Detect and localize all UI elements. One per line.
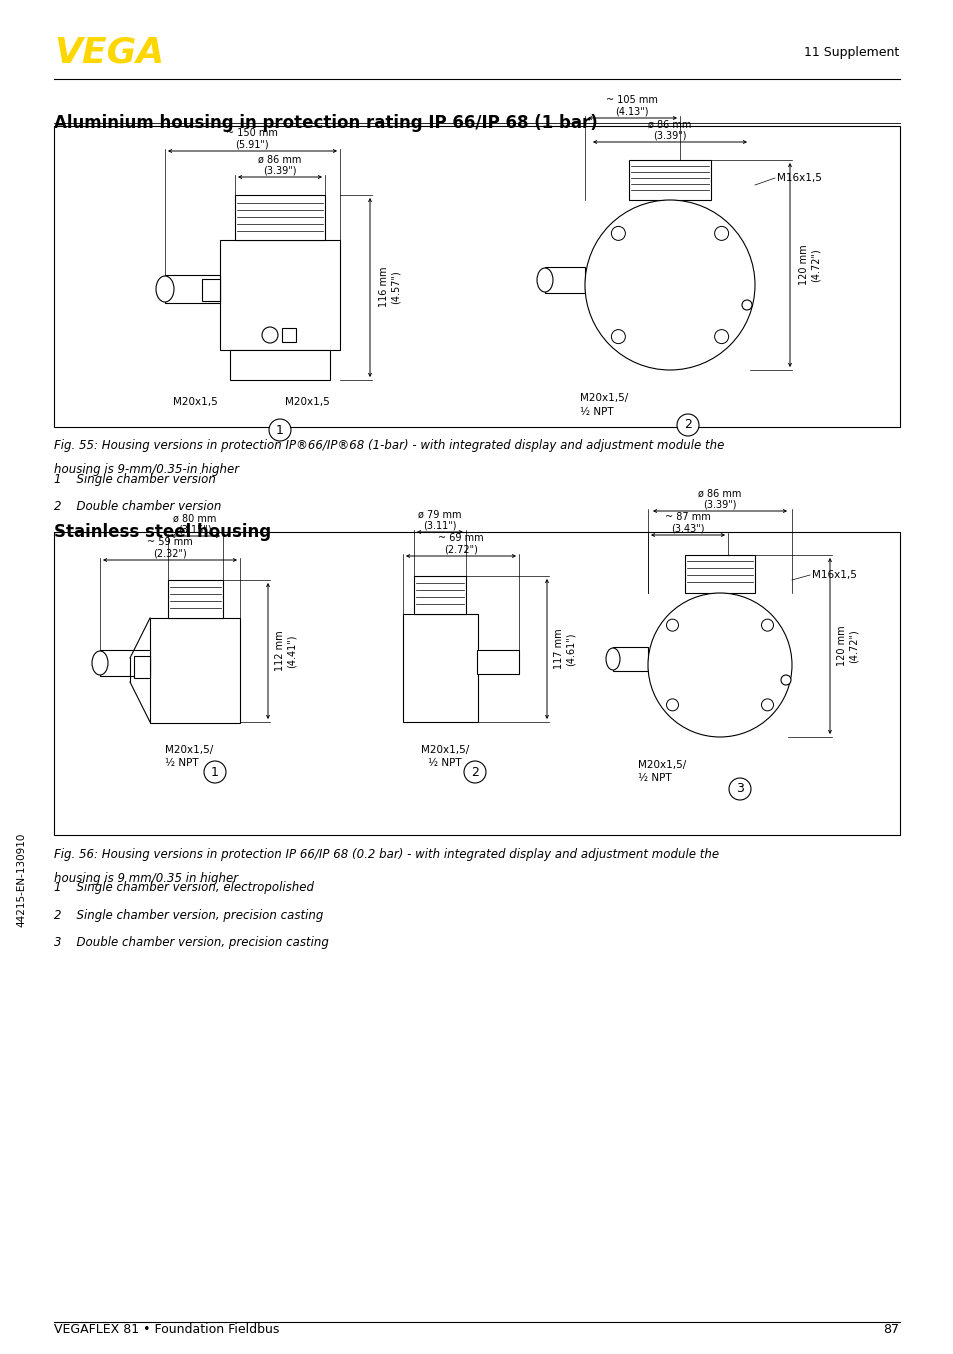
Circle shape — [611, 329, 625, 344]
Text: 44215-EN-130910: 44215-EN-130910 — [16, 833, 26, 927]
Circle shape — [584, 200, 754, 370]
Text: M20x1,5: M20x1,5 — [285, 397, 330, 408]
Circle shape — [463, 761, 485, 783]
Text: 1    Single chamber version, electropolished: 1 Single chamber version, electropolishe… — [54, 881, 314, 895]
Circle shape — [666, 699, 678, 711]
Bar — [165, 275, 220, 303]
Text: 3    Double chamber version, precision casting: 3 Double chamber version, precision cast… — [54, 936, 329, 949]
Text: Aluminium housing in protection rating IP 66/IP 68 (1 bar): Aluminium housing in protection rating I… — [54, 114, 598, 131]
Circle shape — [760, 699, 773, 711]
Text: 117 mm
(4.61"): 117 mm (4.61") — [554, 628, 576, 669]
Ellipse shape — [91, 651, 108, 676]
Text: Fig. 56: Housing versions in protection IP 66/IP 68 (0.2 bar) - with integrated : Fig. 56: Housing versions in protection … — [54, 848, 719, 861]
Text: VEGA: VEGA — [54, 35, 165, 69]
Bar — [230, 349, 330, 380]
Text: ~ 87 mm
(3.43"): ~ 87 mm (3.43") — [664, 512, 710, 533]
Text: VEGAFLEX 81 • Foundation Fieldbus: VEGAFLEX 81 • Foundation Fieldbus — [54, 1323, 279, 1336]
Text: 11 Supplement: 11 Supplement — [803, 46, 899, 60]
Bar — [613, 647, 647, 672]
Circle shape — [714, 329, 728, 344]
Text: ø 86 mm
(3.39"): ø 86 mm (3.39") — [698, 489, 740, 510]
Circle shape — [677, 414, 699, 436]
Ellipse shape — [537, 268, 553, 292]
Bar — [54, 532, 899, 835]
Text: 1: 1 — [275, 424, 284, 436]
Text: 116 mm
(4.57"): 116 mm (4.57") — [378, 267, 400, 307]
Circle shape — [611, 226, 625, 241]
Text: ½ NPT: ½ NPT — [165, 758, 198, 768]
Text: 1    Single chamber version: 1 Single chamber version — [54, 473, 216, 486]
Text: 2: 2 — [471, 765, 478, 779]
Text: 1: 1 — [211, 765, 218, 779]
Bar — [150, 617, 240, 723]
Circle shape — [647, 593, 791, 737]
Ellipse shape — [605, 649, 619, 670]
Text: M20x1,5/: M20x1,5/ — [638, 760, 685, 770]
Text: ø 79 mm
(3.11"): ø 79 mm (3.11") — [417, 509, 461, 531]
Text: ~ 69 mm
(2.72"): ~ 69 mm (2.72") — [437, 533, 483, 555]
Text: Fig. 55: Housing versions in protection IP®66/IP®68 (1­bar) - with integrated di: Fig. 55: Housing versions in protection … — [54, 439, 724, 452]
Bar — [414, 575, 465, 613]
Text: ~ 150 mm
(5.91"): ~ 150 mm (5.91") — [226, 129, 277, 150]
Text: ø 80 mm
(3.15"): ø 80 mm (3.15") — [173, 513, 216, 535]
Circle shape — [781, 676, 790, 685]
Text: 2: 2 — [683, 418, 691, 432]
Text: ½ NPT: ½ NPT — [428, 758, 461, 768]
Bar — [684, 555, 754, 593]
Circle shape — [666, 619, 678, 631]
Text: 120 mm
(4.72"): 120 mm (4.72") — [799, 245, 820, 286]
Text: 2    Single chamber version, precision casting: 2 Single chamber version, precision cast… — [54, 909, 323, 922]
Bar — [220, 240, 339, 349]
Text: 3: 3 — [736, 783, 743, 796]
Text: ~ 105 mm
(4.13"): ~ 105 mm (4.13") — [605, 95, 658, 116]
Text: ½ NPT: ½ NPT — [579, 408, 613, 417]
Circle shape — [269, 418, 291, 441]
Text: 2    Double chamber version: 2 Double chamber version — [54, 500, 221, 513]
Text: 112 mm
(4.41"): 112 mm (4.41") — [274, 631, 296, 672]
Bar — [544, 267, 584, 292]
Text: M20x1,5/: M20x1,5/ — [579, 393, 628, 403]
Circle shape — [204, 761, 226, 783]
Bar — [234, 195, 325, 240]
Bar — [168, 580, 223, 617]
Text: M20x1,5/: M20x1,5/ — [420, 745, 469, 756]
Text: Stainless steel housing: Stainless steel housing — [54, 523, 272, 540]
Bar — [133, 655, 150, 678]
Ellipse shape — [156, 276, 173, 302]
Text: housing is 9­mm/0.35­in higher: housing is 9­mm/0.35­in higher — [54, 463, 239, 477]
Text: ø 86 mm
(3.39"): ø 86 mm (3.39") — [648, 119, 691, 141]
Text: ½ NPT: ½ NPT — [638, 773, 671, 783]
Text: M16x1,5: M16x1,5 — [811, 570, 856, 580]
Text: 87: 87 — [882, 1323, 899, 1336]
Circle shape — [714, 226, 728, 241]
Text: ø 86 mm
(3.39"): ø 86 mm (3.39") — [258, 154, 301, 176]
Text: housing is 9 mm/0.35 in higher: housing is 9 mm/0.35 in higher — [54, 872, 238, 886]
Bar — [282, 328, 295, 343]
Text: M16x1,5: M16x1,5 — [776, 173, 821, 183]
Circle shape — [262, 328, 277, 343]
Text: 120 mm
(4.72"): 120 mm (4.72") — [837, 626, 858, 666]
Bar — [54, 126, 899, 427]
Bar — [100, 650, 150, 676]
Circle shape — [760, 619, 773, 631]
Bar — [202, 279, 220, 301]
Text: ~ 59 mm
(2.32"): ~ 59 mm (2.32") — [147, 538, 193, 559]
Bar — [402, 613, 477, 722]
Bar — [628, 160, 710, 200]
Circle shape — [728, 779, 750, 800]
Bar — [476, 650, 518, 674]
Text: M20x1,5/: M20x1,5/ — [165, 745, 213, 756]
Circle shape — [741, 301, 751, 310]
Text: M20x1,5: M20x1,5 — [172, 397, 217, 408]
